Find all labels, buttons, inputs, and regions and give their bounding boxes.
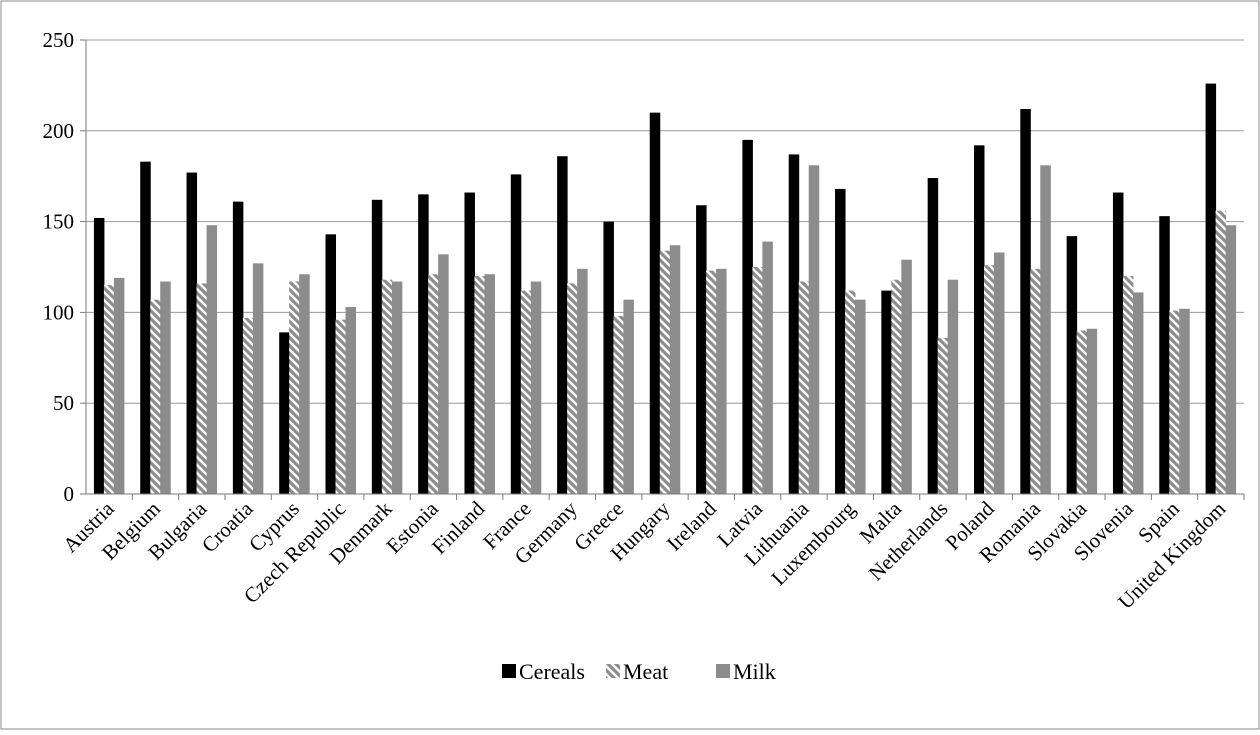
bar-milk-belgium [160, 281, 171, 494]
bar-meat-malta [891, 279, 902, 494]
y-tick-label-100: 100 [43, 300, 75, 324]
bar-milk-ireland [716, 268, 727, 494]
bar-meat-greece [613, 316, 624, 494]
bar-milk-luxembourg [855, 299, 866, 494]
bar-meat-estonia [428, 274, 439, 494]
bars [93, 83, 1237, 495]
bar-meat-romania [1030, 268, 1041, 494]
bar-cereals-cyprus [279, 332, 290, 494]
bar-meat-spain [1169, 310, 1180, 494]
y-tick-label-0: 0 [64, 482, 75, 506]
bar-milk-latvia [762, 241, 773, 494]
bar-cereals-spain [1159, 216, 1170, 495]
bar-milk-lithuania [808, 165, 820, 494]
bar-meat-luxembourg [845, 290, 856, 494]
bar-milk-slovakia [1086, 328, 1098, 494]
bar-meat-cyprus [289, 281, 300, 494]
bar-cereals-netherlands [927, 178, 939, 495]
bar-meat-united-kingdom [1215, 210, 1227, 495]
bar-meat-croatia [242, 317, 254, 494]
bar-milk-croatia [252, 263, 264, 494]
bar-cereals-denmark [371, 199, 383, 495]
legend-label-meat: Meat [623, 659, 668, 684]
bar-cereals-hungary [649, 112, 661, 494]
bar-milk-czech-republic [345, 306, 357, 494]
bar-meat-slovenia [1122, 276, 1134, 494]
bar-cereals-latvia [742, 139, 753, 494]
y-tick-label-200: 200 [43, 119, 75, 143]
bar-meat-czech-republic [335, 319, 347, 494]
bar-meat-netherlands [937, 337, 949, 494]
bar-meat-germany [567, 283, 578, 494]
legend-swatch-meat [606, 664, 620, 678]
bar-cereals-slovakia [1066, 236, 1078, 495]
bar-meat-finland [474, 276, 485, 494]
bar-milk-austria [113, 277, 125, 494]
bar-milk-cyprus [299, 274, 310, 494]
legend-label-milk: Milk [733, 659, 776, 684]
bar-meat-austria [103, 285, 115, 494]
bar-cereals-austria [93, 217, 105, 494]
bar-cereals-lithuania [788, 154, 800, 494]
bar-cereals-ireland [696, 205, 707, 495]
bar-milk-romania [1040, 165, 1051, 494]
legend-swatch-milk [716, 664, 730, 678]
bar-meat-poland [983, 265, 995, 494]
bar-meat-belgium [150, 299, 161, 494]
y-tick-label-150: 150 [43, 210, 75, 234]
bar-cereals-greece [603, 221, 614, 494]
bar-milk-greece [623, 299, 634, 494]
bar-milk-hungary [669, 245, 681, 494]
bar-milk-bulgaria [206, 225, 218, 494]
bar-meat-hungary [659, 250, 671, 494]
bar-meat-latvia [752, 267, 763, 494]
bar-meat-bulgaria [196, 283, 208, 494]
y-tick-label-250: 250 [43, 28, 75, 52]
bar-milk-united-kingdom [1225, 225, 1237, 494]
bar-cereals-slovenia [1112, 192, 1124, 494]
bar-milk-germany [577, 268, 588, 494]
bar-milk-spain [1179, 308, 1190, 494]
bar-milk-poland [993, 252, 1005, 494]
bar-cereals-malta [881, 290, 892, 494]
bar-meat-ireland [706, 270, 717, 494]
bar-meat-slovakia [1076, 330, 1088, 494]
bar-milk-slovenia [1132, 292, 1144, 494]
bar-cereals-france [510, 174, 522, 494]
legend-swatch-cereals [502, 664, 516, 678]
bar-milk-estonia [438, 254, 449, 494]
bar-milk-malta [901, 259, 912, 494]
bar-meat-lithuania [798, 281, 810, 494]
bar-cereals-germany [557, 156, 568, 494]
bar-cereals-croatia [232, 201, 244, 494]
bar-cereals-belgium [140, 161, 151, 494]
bar-milk-denmark [391, 281, 403, 494]
bar-cereals-luxembourg [835, 188, 846, 495]
bar-cereals-bulgaria [186, 172, 198, 494]
bar-cereals-estonia [418, 194, 429, 495]
legend: Cereals Meat Milk [502, 659, 776, 684]
bar-meat-denmark [381, 279, 393, 494]
bar-cereals-united-kingdom [1205, 83, 1217, 495]
bar-cereals-romania [1020, 109, 1031, 495]
y-tick-label-50: 50 [53, 391, 74, 415]
bar-cereals-finland [464, 192, 475, 494]
bar-milk-netherlands [947, 279, 959, 494]
bar-meat-france [520, 290, 532, 494]
bar-milk-finland [484, 274, 495, 494]
legend-label-cereals: Cereals [519, 659, 585, 684]
bar-milk-france [530, 281, 542, 494]
bar-cereals-czech-republic [325, 234, 337, 494]
bar-cereals-poland [973, 145, 985, 494]
